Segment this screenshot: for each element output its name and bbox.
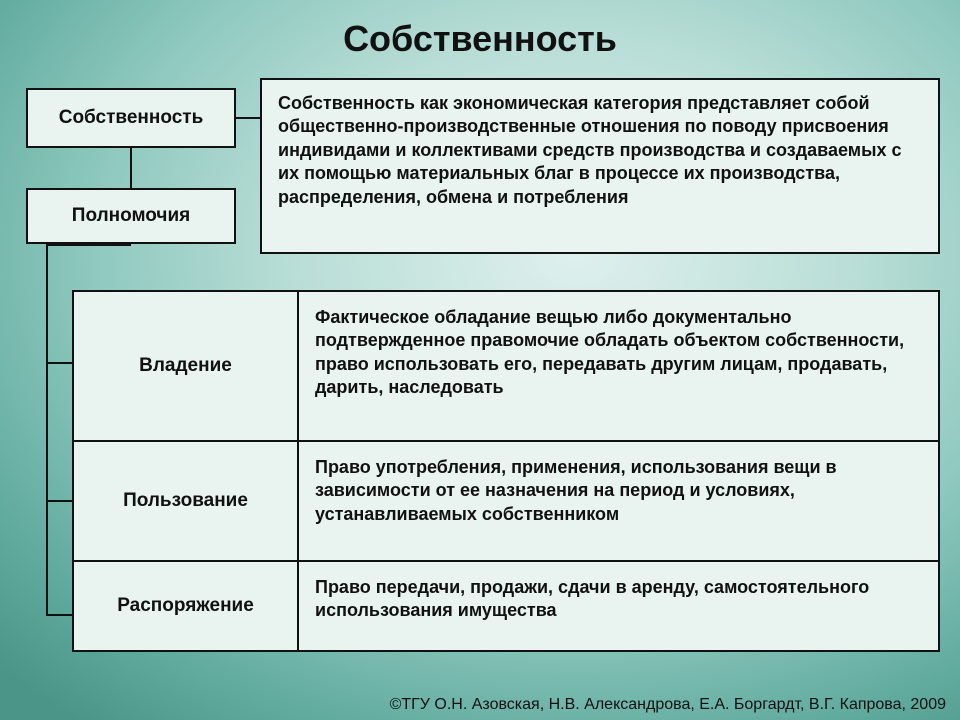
top-box-property-label: Собственность	[59, 107, 204, 129]
table-row: Владение Фактическое обладание вещью либ…	[74, 292, 938, 440]
connector-line	[130, 148, 132, 188]
desc-text: Право употребления, применения, использо…	[315, 457, 837, 524]
term-label: Владение	[139, 355, 232, 377]
slide: Собственность Собственность Полномочия С…	[0, 0, 960, 720]
term-cell: Распоряжение	[74, 562, 299, 650]
connector-line	[46, 500, 72, 502]
connector-line	[46, 614, 72, 616]
powers-table: Владение Фактическое обладание вещью либ…	[72, 290, 940, 652]
top-box-property: Собственность	[26, 88, 236, 148]
desc-text: Право передачи, продажи, сдачи в аренду,…	[315, 577, 869, 620]
definition-box: Собственность как экономическая категори…	[260, 78, 940, 254]
desc-text: Фактическое обладание вещью либо докумен…	[315, 307, 904, 397]
connector-line	[236, 117, 260, 119]
connector-line	[46, 244, 131, 246]
term-label: Распоряжение	[117, 595, 254, 617]
top-box-powers-label: Полномочия	[72, 205, 190, 227]
term-cell: Владение	[74, 292, 299, 440]
desc-cell: Право передачи, продажи, сдачи в аренду,…	[299, 562, 938, 650]
term-cell: Пользование	[74, 442, 299, 560]
definition-text: Собственность как экономическая категори…	[278, 93, 901, 207]
slide-title: Собственность	[0, 18, 960, 60]
table-row: Распоряжение Право передачи, продажи, сд…	[74, 560, 938, 650]
term-label: Пользование	[123, 490, 248, 512]
desc-cell: Фактическое обладание вещью либо докумен…	[299, 292, 938, 440]
connector-line	[46, 362, 72, 364]
connector-line	[46, 244, 48, 616]
top-box-powers: Полномочия	[26, 188, 236, 244]
desc-cell: Право употребления, применения, использо…	[299, 442, 938, 560]
footer-copyright: ©ТГУ О.Н. Азовская, Н.В. Александрова, Е…	[390, 696, 946, 714]
table-row: Пользование Право употребления, применен…	[74, 440, 938, 560]
